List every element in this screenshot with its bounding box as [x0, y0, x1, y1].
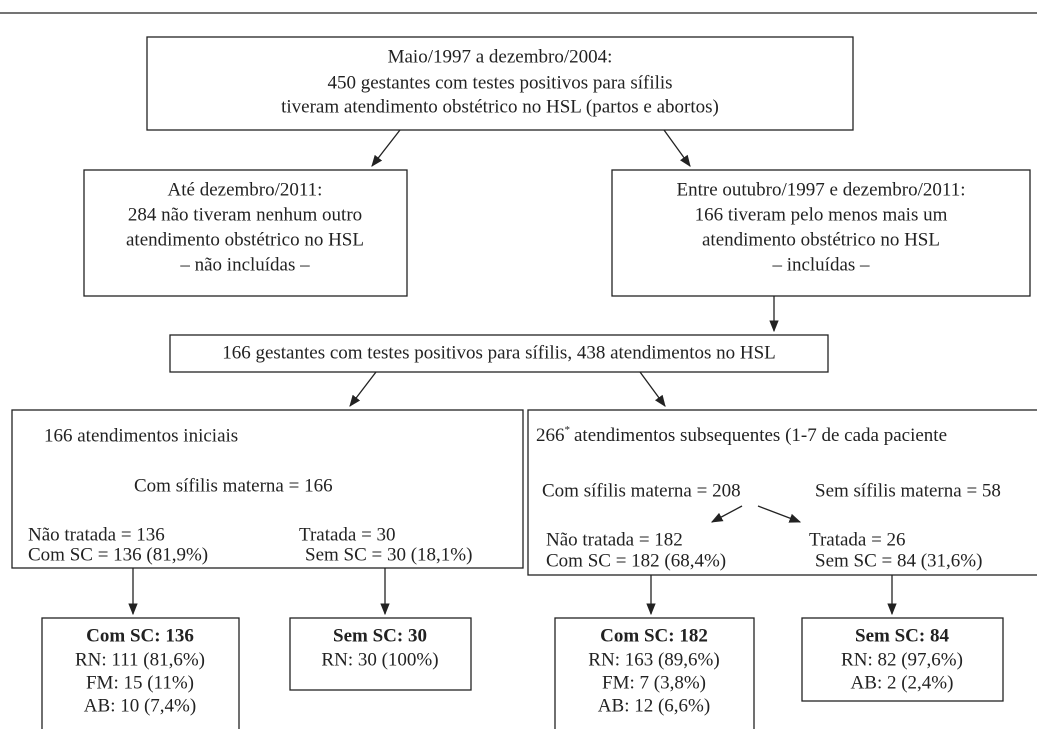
box-text: tiveram atendimento obstétrico no HSL (p…	[281, 96, 719, 117]
excluded-box	[83, 169, 408, 297]
subsequent-box	[527, 409, 1037, 576]
top-box	[146, 36, 854, 131]
box-text: Não tratada = 182	[546, 529, 683, 550]
arrow	[710, 505, 743, 523]
box-text: Não tratada = 136	[28, 524, 165, 545]
arrow	[663, 129, 691, 167]
included-box	[611, 169, 1031, 297]
box-text: 166 gestantes com testes positivos para …	[222, 342, 776, 363]
box-text: RN: 82 (97,6%)	[841, 649, 963, 670]
outcome-box	[41, 617, 240, 729]
box-text: 284 não tiveram nenhum outro	[128, 204, 362, 225]
box-text: 166 atendimentos iniciais	[44, 425, 238, 446]
arrow	[639, 371, 666, 407]
count: 266	[536, 425, 565, 446]
box-text: AB: 10 (7,4%)	[84, 695, 196, 716]
initial-box	[11, 409, 524, 569]
outcome-box	[554, 617, 755, 729]
box-text: Sem sífilis materna = 58	[815, 480, 1001, 501]
box-text: Sem SC = 84 (31,6%)	[815, 550, 982, 571]
box-text: AB: 12 (6,6%)	[598, 695, 710, 716]
box-text: FM: 15 (11%)	[86, 672, 194, 693]
box-title: Sem SC: 30	[333, 625, 427, 646]
box-text: Tratada = 30	[299, 524, 396, 545]
box-text: Até dezembro/2011:	[168, 179, 323, 200]
box-text: 166 tiveram pelo menos mais um	[695, 204, 948, 225]
box-text: AB: 2 (2,4%)	[851, 672, 954, 693]
outcome-box	[801, 617, 1004, 702]
box-text: FM: 7 (3,8%)	[602, 672, 706, 693]
arrow	[757, 505, 802, 523]
box-text: RN: 163 (89,6%)	[588, 649, 719, 670]
box-text: 266* atendimentos subsequentes (1-7 de ca…	[536, 424, 947, 447]
arrow	[349, 371, 377, 407]
arrow	[371, 129, 401, 167]
box-text: 450 gestantes com testes positivos para …	[327, 72, 672, 93]
box-text: – incluídas –	[771, 254, 870, 275]
box-title: Com SC: 182	[600, 625, 708, 646]
box-text: Maio/1997 a dezembro/2004:	[388, 46, 613, 67]
box-text: Tratada = 26	[809, 529, 906, 550]
footnote-mark: *	[565, 424, 571, 436]
box-text: Entre outubro/1997 e dezembro/2011:	[677, 179, 966, 200]
box-text: Com sífilis materna = 208	[542, 480, 741, 501]
box-text: atendimento obstétrico no HSL	[126, 229, 364, 250]
box-text: RN: 111 (81,6%)	[75, 649, 205, 670]
box-text: atendimento obstétrico no HSL	[702, 229, 940, 250]
box-text: Sem SC = 30 (18,1%)	[305, 544, 472, 565]
box-title: Com SC: 136	[86, 625, 194, 646]
title-text: atendimentos subsequentes (1-7 de cada p…	[574, 425, 947, 446]
box-text: – não incluídas –	[179, 254, 310, 275]
outcome-box	[289, 617, 472, 691]
box-text: Com SC = 182 (68,4%)	[546, 550, 726, 571]
box-text: RN: 30 (100%)	[321, 649, 438, 670]
box-text: Com sífilis materna = 166	[134, 475, 333, 496]
box-text: Com SC = 136 (81,9%)	[28, 544, 208, 565]
total-box	[169, 334, 829, 373]
box-title: Sem SC: 84	[855, 625, 949, 646]
